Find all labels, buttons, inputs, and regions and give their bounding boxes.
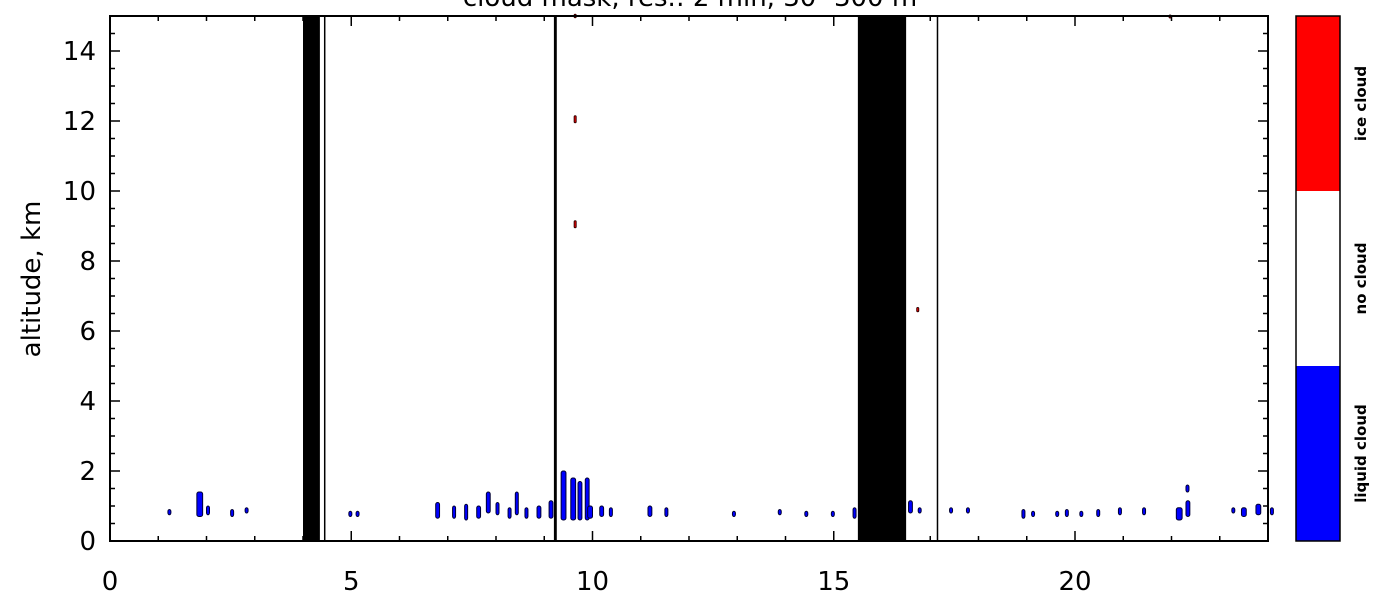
liquid-cloud-cell [1175, 507, 1183, 521]
x-tick-label: 15 [817, 567, 850, 597]
liquid-cloud-cell [230, 509, 235, 517]
liquid-cloud-cell [348, 510, 353, 517]
no-data-band [553, 16, 557, 541]
y-tick-label: 14 [63, 37, 96, 67]
liquid-cloud-cell [206, 505, 210, 516]
ice-cloud-cell [573, 220, 577, 229]
colorbar-segment [1296, 16, 1340, 191]
liquid-cloud-cell [1021, 509, 1026, 519]
y-tick-label: 8 [79, 247, 96, 277]
liquid-cloud-cell [1031, 510, 1036, 517]
liquid-cloud-cell [949, 507, 954, 514]
y-tick-label: 12 [63, 107, 96, 137]
liquid-cloud-cell [1185, 500, 1191, 517]
y-tick-label: 2 [79, 457, 96, 487]
liquid-cloud-cell [452, 505, 457, 519]
colorbar-segment [1296, 191, 1340, 366]
liquid-cloud-cell [664, 507, 669, 517]
liquid-cloud-cell [464, 503, 469, 521]
liquid-cloud-cell [1240, 507, 1247, 517]
liquid-cloud-cell [507, 507, 512, 519]
liquid-cloud-cell [587, 505, 593, 519]
liquid-cloud-cell [495, 502, 500, 516]
y-axis-label: altitude, km [17, 201, 47, 358]
liquid-cloud-cell [647, 505, 653, 517]
x-tick-label: 5 [343, 567, 360, 597]
liquid-cloud-cell [731, 510, 736, 517]
liquid-cloud-cell [485, 491, 491, 514]
colorbar-segment [1296, 366, 1340, 541]
x-tick-label: 10 [576, 567, 609, 597]
liquid-cloud-cell [599, 505, 605, 517]
no-data-band [303, 16, 320, 541]
liquid-cloud-cell [852, 507, 857, 519]
plot-background [110, 16, 1268, 541]
liquid-cloud-cell [435, 502, 441, 519]
liquid-cloud-cell [1117, 507, 1122, 516]
liquid-cloud-cell [476, 505, 482, 519]
liquid-cloud-cell [777, 509, 782, 516]
liquid-cloud-cell [196, 491, 204, 517]
ice-cloud-cell [916, 307, 920, 313]
liquid-cloud-cell [548, 500, 554, 519]
liquid-cloud-cell [1255, 503, 1262, 516]
liquid-cloud-cell [536, 505, 542, 519]
colorbar-label: liquid cloud [1352, 404, 1370, 503]
colorbar-label: no cloud [1352, 243, 1370, 315]
liquid-cloud-cell [608, 507, 613, 517]
y-tick-label: 10 [63, 177, 96, 207]
liquid-cloud-cell [1096, 509, 1101, 517]
y-tick-label: 6 [79, 317, 96, 347]
liquid-cloud-cell [560, 470, 567, 521]
liquid-cloud-cell [1269, 507, 1274, 516]
liquid-cloud-cell [524, 507, 529, 519]
liquid-cloud-cell [577, 481, 583, 521]
liquid-cloud-cell [167, 509, 172, 516]
liquid-cloud-cell [1064, 509, 1069, 517]
liquid-cloud-cell [1185, 484, 1190, 493]
no-data-band [857, 16, 907, 541]
liquid-cloud-cell [917, 507, 922, 514]
x-tick-label: 20 [1058, 567, 1091, 597]
ice-cloud-cell [573, 115, 577, 124]
chart-title: cloud mask, res.: 2 min, 30 -300 m [463, 0, 917, 13]
liquid-cloud-cell [1142, 507, 1147, 516]
colorbar-frame [1295, 15, 1341, 542]
liquid-cloud-cell [570, 477, 577, 521]
y-tick-label: 4 [79, 387, 96, 417]
liquid-cloud-cell [244, 507, 249, 514]
y-tick-label: 0 [79, 527, 96, 557]
liquid-cloud-cell [908, 500, 913, 514]
liquid-cloud-cell [355, 510, 360, 517]
liquid-cloud-cell [1079, 510, 1084, 517]
liquid-cloud-cell [965, 507, 970, 514]
liquid-cloud-cell [804, 510, 809, 517]
liquid-cloud-cell [1231, 507, 1236, 514]
x-tick-label: 0 [102, 567, 119, 597]
liquid-cloud-cell [830, 510, 835, 517]
colorbar-label: ice cloud [1352, 66, 1370, 141]
liquid-cloud-cell [1055, 510, 1060, 517]
liquid-cloud-cell [514, 491, 519, 516]
